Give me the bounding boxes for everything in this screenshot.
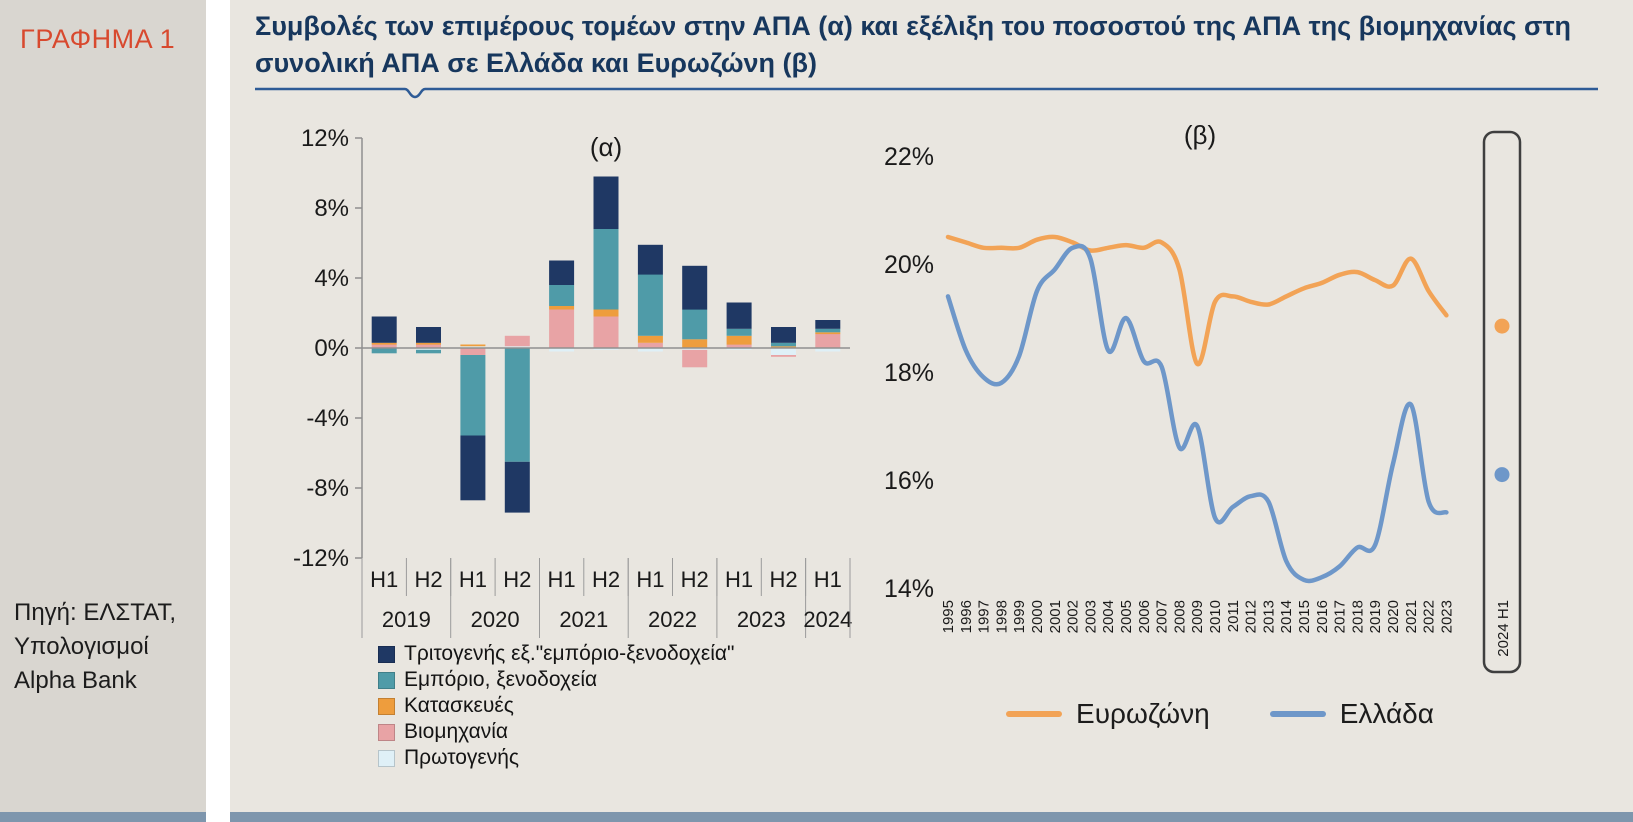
svg-text:8%: 8% [314,195,349,222]
line-chart-legend: Ευρωζώνη Ελλάδα [870,698,1570,730]
svg-text:1996: 1996 [958,600,975,633]
svg-text:-4%: -4% [306,405,349,432]
legend-line-swatch [1006,711,1063,717]
legend-item: Βιομηχανία [378,720,734,744]
svg-text:2005: 2005 [1118,600,1135,633]
figure-number-label: ΓΡΑΦΗΜΑ 1 [20,24,176,54]
svg-text:2021: 2021 [559,607,608,632]
svg-text:H2: H2 [503,567,531,592]
chart-panel: Συμβολές των επιμέρους τομέων στην ΑΠΑ (… [230,0,1633,812]
bar-chart-block: 12% 8% 4% 0% -4% -8% -12% H1 H2 H1 H2 H1 H2 H1 H2 H1 H2 H… [282,118,872,648]
svg-text:H1: H1 [636,567,664,592]
svg-text:2003: 2003 [1082,600,1099,633]
svg-text:2012: 2012 [1243,600,1260,633]
svg-text:2024: 2024 [803,607,852,632]
svg-text:2006: 2006 [1136,600,1153,633]
svg-text:1998: 1998 [993,600,1010,633]
legend-item: Τριτογενής εξ."εμπόριο-ξενοδοχεία" [378,642,734,666]
svg-text:1995: 1995 [940,600,957,633]
bottom-strip-right [230,812,1633,822]
svg-text:2015: 2015 [1296,600,1313,633]
line-chart-block: 22% 20% 18% 16% 14% 1995 1996 1997 1998 1999 2000 2… [870,118,1570,688]
svg-text:-8%: -8% [306,475,349,502]
svg-text:2019: 2019 [1367,600,1384,633]
svg-text:2013: 2013 [1260,600,1277,633]
svg-text:H1: H1 [725,567,753,592]
legend-item: Ελλάδα [1269,698,1434,730]
svg-text:H2: H2 [414,567,442,592]
svg-text:0%: 0% [314,335,349,362]
bar-chart-legend: Τριτογενής εξ."εμπόριο-ξενοδοχεία" Εμπόρι… [378,642,734,770]
legend-label: Βιομηχανία [404,720,509,743]
svg-text:14%: 14% [884,575,934,603]
svg-text:2023: 2023 [1438,600,1455,633]
svg-text:(β): (β) [1184,120,1216,150]
svg-text:12%: 12% [301,125,349,152]
legend-item: Πρωτογενής [378,746,734,770]
svg-text:2018: 2018 [1349,600,1366,633]
svg-text:22%: 22% [884,143,934,171]
sidebar: ΓΡΑΦΗΜΑ 1 Πηγή: ΕΛΣΤΑΤ, Υπολογισμοί Alph… [0,0,206,812]
svg-text:H1: H1 [814,567,842,592]
svg-text:(α): (α) [590,132,622,162]
svg-text:16%: 16% [884,467,934,495]
svg-text:2011: 2011 [1225,600,1242,632]
legend-swatch [378,697,395,715]
svg-text:2020: 2020 [1385,600,1402,633]
svg-text:2001: 2001 [1047,600,1064,633]
legend-item: Εμπόριο, ξενοδοχεία [378,668,734,692]
svg-text:2021: 2021 [1403,600,1420,633]
legend-label: Πρωτογενής [404,746,520,769]
svg-text:2022: 2022 [648,607,697,632]
title-underline [255,87,1598,99]
svg-text:H2: H2 [592,567,620,592]
svg-text:2022: 2022 [1421,600,1438,633]
svg-text:2017: 2017 [1332,600,1349,633]
legend-label: Ευρωζώνη [1076,698,1210,729]
legend-swatch [378,723,395,741]
svg-text:2000: 2000 [1029,600,1046,633]
svg-text:1997: 1997 [976,600,993,633]
legend-item: Κατασκευές [378,694,734,718]
svg-text:2010: 2010 [1207,600,1224,633]
svg-text:2008: 2008 [1171,600,1188,633]
svg-text:18%: 18% [884,359,934,387]
svg-text:2004: 2004 [1100,600,1117,633]
svg-text:H1: H1 [459,567,487,592]
svg-text:H2: H2 [769,567,797,592]
bottom-strip-left [0,812,206,822]
legend-label: Εμπόριο, ξενοδοχεία [404,668,598,691]
svg-text:4%: 4% [314,265,349,292]
svg-text:H1: H1 [548,567,576,592]
legend-swatch [378,645,395,663]
svg-text:2016: 2016 [1314,600,1331,633]
source-note: Πηγή: ΕΛΣΤΑΤ, Υπολογισμοί Alpha Bank [14,599,177,695]
legend-label: Κατασκευές [404,694,514,717]
legend-label: Τριτογενής εξ."εμπόριο-ξενοδοχεία" [404,642,735,665]
bar-chart: 12% 8% 4% 0% -4% -8% -12% H1 H2 H1 H2 H1 H2 H1 H2 H1 H2 H… [293,125,852,638]
svg-text:2014: 2014 [1278,600,1295,633]
legend-label: Ελλάδα [1339,698,1434,729]
svg-text:H2: H2 [681,567,709,592]
svg-text:2020: 2020 [471,607,520,632]
svg-text:-12%: -12% [293,545,349,572]
svg-text:2002: 2002 [1065,600,1082,633]
legend-line-swatch [1269,711,1326,717]
svg-text:2007: 2007 [1154,600,1171,633]
svg-text:20%: 20% [884,251,934,279]
legend-swatch [378,749,395,767]
svg-text:2023: 2023 [737,607,786,632]
figure-title: Συμβολές των επιμέρους τομέων στην ΑΠΑ (… [255,11,1571,79]
line-chart: 22%20%18%16%14%1995 1996 1997 1998 1999 2000 2… [884,120,1522,674]
svg-text:2024 H1: 2024 H1 [1495,600,1512,657]
legend-item: Ευρωζώνη [1006,698,1210,730]
legend-swatch [378,671,395,689]
svg-text:2019: 2019 [382,607,431,632]
svg-text:1999: 1999 [1011,600,1028,633]
svg-text:2009: 2009 [1189,600,1206,633]
svg-text:H1: H1 [370,567,398,592]
